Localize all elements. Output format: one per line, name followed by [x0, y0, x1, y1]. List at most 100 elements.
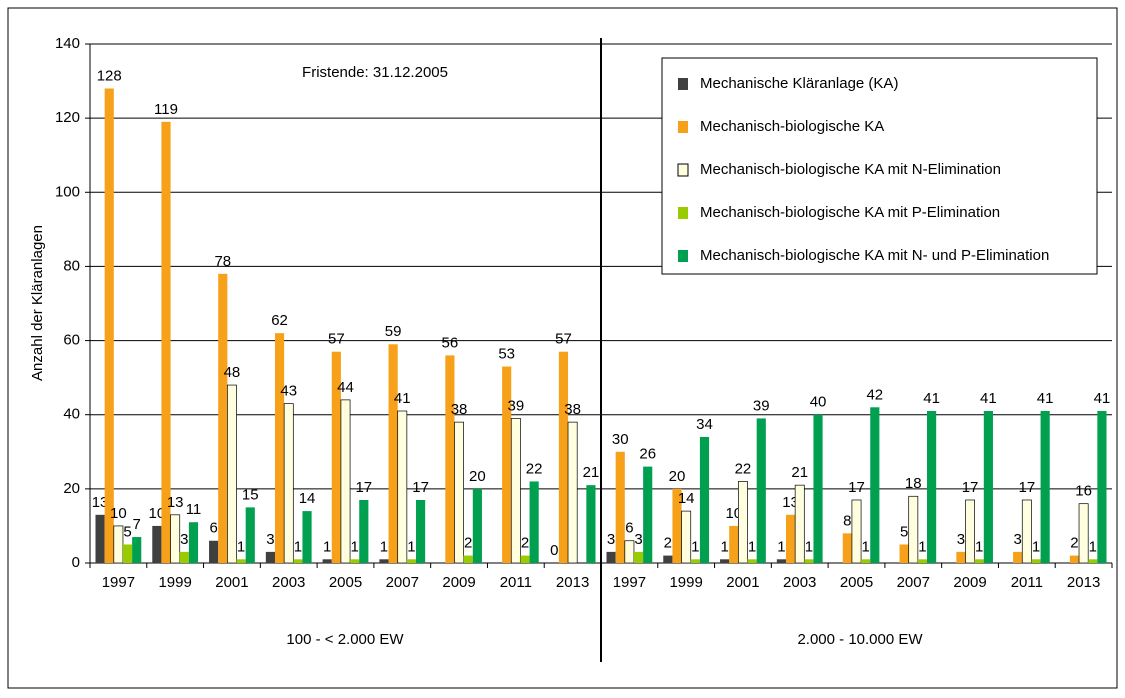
- value-label: 15: [242, 486, 259, 503]
- value-label: 1: [861, 538, 869, 555]
- value-label: 1: [720, 538, 728, 555]
- bar: [965, 499, 975, 564]
- value-label: 22: [526, 460, 543, 477]
- bar: [104, 88, 114, 563]
- value-label: 17: [848, 479, 865, 496]
- bar: [340, 399, 351, 564]
- x-tick-label: 1997: [613, 574, 646, 591]
- value-label: 41: [923, 390, 940, 407]
- value-label: 59: [385, 323, 402, 340]
- value-label: 2: [521, 535, 529, 552]
- bar: [624, 540, 635, 564]
- legend-label: Mechanisch-biologische KA mit N-Eliminat…: [700, 161, 1001, 178]
- x-tick-label: 2013: [556, 574, 589, 591]
- legend-label: Mechanisch-biologische KA: [700, 118, 884, 135]
- value-label: 1: [237, 538, 245, 555]
- bar: [1078, 503, 1089, 564]
- group-label: 2.000 - 10.000 EW: [797, 631, 923, 648]
- value-label: 14: [678, 490, 695, 507]
- bar: [1097, 411, 1107, 563]
- value-label: 1: [777, 538, 785, 555]
- value-label: 11: [186, 501, 202, 518]
- value-label: 17: [962, 479, 979, 496]
- legend-swatch: [678, 250, 688, 262]
- value-label: 34: [696, 416, 713, 433]
- bar: [520, 555, 530, 563]
- value-label: 56: [442, 334, 459, 351]
- bar: [776, 559, 786, 563]
- value-label: 2: [664, 535, 672, 552]
- legend-swatch: [678, 78, 688, 90]
- group-label: 100 - < 2.000 EW: [286, 631, 404, 648]
- bar: [95, 514, 105, 563]
- bar: [643, 466, 653, 563]
- bar: [445, 355, 455, 563]
- value-label: 16: [1075, 483, 1092, 500]
- x-tick-label: 2001: [726, 574, 759, 591]
- value-label: 0: [550, 542, 558, 559]
- value-label: 119: [154, 101, 178, 118]
- value-label: 40: [810, 394, 827, 411]
- bar: [756, 418, 766, 563]
- value-label: 39: [753, 397, 770, 414]
- value-label: 57: [555, 331, 572, 348]
- value-label: 1: [805, 538, 813, 555]
- value-label: 38: [564, 401, 581, 418]
- bar: [672, 488, 682, 563]
- bar: [152, 525, 162, 563]
- legend-label: Mechanische Kläranlage (KA): [700, 75, 898, 92]
- legend-swatch: [678, 207, 688, 219]
- x-tick-label: 2009: [953, 574, 986, 591]
- bar: [529, 481, 539, 563]
- bar: [265, 551, 275, 563]
- value-label: 5: [900, 523, 908, 540]
- bar: [472, 488, 482, 563]
- legend-label: Mechanisch-biologische KA mit P-Eliminat…: [700, 204, 1000, 221]
- bar: [851, 499, 862, 564]
- bar: [274, 333, 285, 563]
- legend-swatch: [677, 163, 689, 177]
- annotation: Fristende: 31.12.2005: [302, 64, 448, 81]
- bar: [302, 511, 312, 563]
- value-label: 3: [1014, 531, 1022, 548]
- y-tick-label: 20: [63, 480, 80, 497]
- value-label: 1: [323, 538, 331, 555]
- bar: [1069, 555, 1080, 563]
- value-label: 43: [280, 383, 297, 400]
- value-label: 62: [271, 312, 288, 329]
- bar: [379, 559, 389, 563]
- value-label: 42: [866, 386, 883, 403]
- bar: [179, 551, 189, 563]
- bar: [397, 410, 408, 564]
- bar: [586, 485, 596, 563]
- bar: [794, 484, 805, 564]
- bar: [463, 555, 473, 563]
- bar: [502, 366, 512, 563]
- value-label: 128: [97, 67, 122, 84]
- value-label: 3: [266, 531, 274, 548]
- bar: [870, 407, 880, 563]
- y-tick-label: 80: [63, 257, 80, 274]
- value-label: 1: [1089, 538, 1097, 555]
- bar: [729, 525, 739, 563]
- x-tick-label: 2007: [897, 574, 930, 591]
- bar: [606, 551, 616, 563]
- legend-label: Mechanisch-biologische KA mit N- und P-E…: [700, 247, 1049, 264]
- value-label: 41: [980, 390, 997, 407]
- bar: [161, 121, 171, 563]
- value-label: 38: [451, 401, 468, 418]
- bar: [983, 411, 993, 563]
- value-label: 8: [843, 512, 851, 529]
- bar: [899, 544, 909, 563]
- bar: [406, 559, 417, 563]
- bar: [388, 344, 398, 563]
- bar: [804, 559, 814, 563]
- x-tick-label: 2007: [386, 574, 419, 591]
- x-tick-label: 2003: [783, 574, 816, 591]
- value-label: 1: [350, 538, 358, 555]
- bar: [245, 507, 255, 563]
- x-tick-label: 1999: [669, 574, 702, 591]
- bar: [558, 351, 569, 563]
- value-label: 17: [412, 479, 429, 496]
- value-label: 48: [224, 364, 241, 381]
